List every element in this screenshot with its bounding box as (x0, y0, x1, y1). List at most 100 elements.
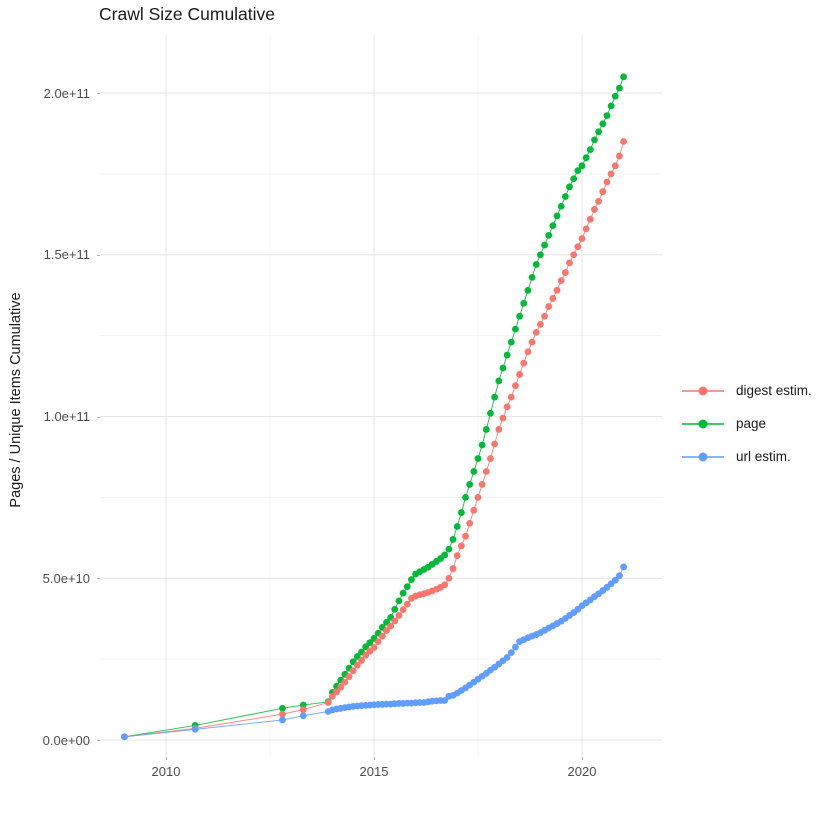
data-point-digest-estim- (574, 243, 582, 251)
data-point-digest-estim- (620, 138, 627, 145)
data-point-digest-estim- (532, 328, 540, 336)
legend-dot-icon (698, 386, 708, 395)
data-point-page (520, 299, 528, 307)
data-point-page (566, 183, 573, 191)
data-point-digest-estim- (441, 581, 449, 589)
data-point-digest-estim- (374, 638, 382, 646)
data-point-page (503, 351, 511, 359)
data-point-page (537, 251, 544, 259)
data-point-digest-estim- (512, 382, 519, 390)
data-point-page (553, 212, 561, 220)
data-point-page (570, 175, 578, 183)
data-point-page (441, 551, 449, 559)
legend-item-url-estim: url estim. (682, 440, 812, 473)
data-point-digest-estim- (507, 393, 515, 401)
data-point-digest-estim- (466, 519, 474, 527)
data-point-page (487, 409, 494, 417)
data-point-page (532, 261, 540, 268)
y-tick-label: 0.0e+00 (42, 732, 90, 748)
legend-key-page (682, 417, 724, 431)
data-point-page (491, 393, 499, 401)
chart-plot-area (100, 35, 662, 757)
data-point-page (528, 273, 536, 281)
data-point-url-estim- (512, 643, 519, 651)
data-point-page (395, 597, 403, 605)
data-point-digest-estim- (545, 303, 553, 310)
data-point-digest-estim- (378, 632, 386, 640)
data-point-page (599, 120, 607, 128)
data-point-page (512, 325, 519, 333)
data-point-page (603, 112, 611, 120)
y-axis-title: Pages / Unique Items Cumulative (8, 292, 24, 508)
data-point-page (545, 231, 553, 239)
data-point-page (557, 202, 565, 210)
data-point-page (362, 643, 370, 651)
data-point-digest-estim- (549, 295, 557, 302)
data-point-digest-estim- (607, 170, 615, 178)
data-point-url-estim- (191, 725, 199, 733)
data-point-digest-estim- (603, 178, 611, 186)
legend-label: url estim. (736, 449, 791, 464)
x-tick-label: 2010 (151, 764, 181, 779)
data-point-digest-estim- (570, 251, 578, 259)
data-point-digest-estim- (611, 162, 619, 170)
data-point-digest-estim- (324, 699, 332, 706)
data-point-digest-estim- (524, 348, 532, 356)
data-point-page (453, 523, 461, 530)
data-point-page (474, 455, 482, 462)
y-tick-label: 5.0e+10 (42, 570, 90, 586)
data-point-digest-estim- (595, 197, 603, 205)
legend-label: page (736, 416, 767, 431)
data-point-digest-estim- (279, 710, 286, 718)
data-point-digest-estim- (457, 542, 465, 550)
data-point-digest-estim- (561, 269, 569, 276)
data-point-page (470, 468, 478, 475)
data-point-digest-estim- (586, 215, 594, 223)
data-point-digest-estim- (537, 320, 544, 328)
chart-title: Crawl Size Cumulative (99, 4, 276, 24)
data-point-digest-estim- (487, 455, 494, 462)
data-point-digest-estim- (478, 481, 486, 488)
data-point-url-estim- (279, 716, 286, 724)
data-point-digest-estim- (591, 206, 598, 213)
y-tick-mark (97, 93, 100, 94)
data-point-page (524, 286, 532, 294)
data-point-page (595, 128, 603, 136)
data-point-digest-estim- (541, 312, 548, 320)
data-point-digest-estim- (349, 667, 357, 675)
data-point-page (507, 338, 515, 346)
legend-key-url (682, 450, 724, 464)
data-point-digest-estim- (449, 565, 457, 572)
data-point-digest-estim- (503, 403, 511, 411)
data-point-url-estim- (620, 563, 627, 571)
data-point-digest-estim- (495, 426, 503, 433)
data-point-digest-estim- (482, 468, 490, 475)
data-point-page (449, 536, 457, 543)
data-point-page (391, 605, 399, 613)
data-point-digest-estim- (403, 600, 411, 608)
y-tick-mark (97, 740, 100, 741)
data-point-page (591, 136, 598, 144)
data-point-page (399, 589, 407, 597)
data-point-page (586, 146, 594, 154)
data-point-page (279, 704, 286, 712)
legend-dot-icon (698, 452, 708, 461)
data-point-page (466, 481, 474, 488)
data-point-digest-estim- (462, 532, 469, 540)
data-point-digest-estim- (474, 493, 482, 501)
legend-label: digest estim. (736, 383, 812, 398)
data-point-digest-estim- (516, 371, 523, 378)
y-tick-mark (97, 578, 100, 580)
data-point-digest-estim- (491, 440, 499, 448)
data-point-digest-estim- (353, 661, 361, 669)
data-point-digest-estim- (387, 622, 395, 630)
data-point-page (620, 73, 627, 81)
data-point-digest-estim- (329, 692, 336, 700)
data-point-digest-estim- (566, 259, 573, 267)
data-point-page (611, 92, 619, 100)
data-point-page (549, 222, 557, 230)
data-point-page (366, 639, 374, 647)
data-point-digest-estim- (358, 657, 365, 664)
legend: digest estim. page url estim. (682, 374, 812, 473)
data-point-digest-estim- (470, 506, 478, 514)
